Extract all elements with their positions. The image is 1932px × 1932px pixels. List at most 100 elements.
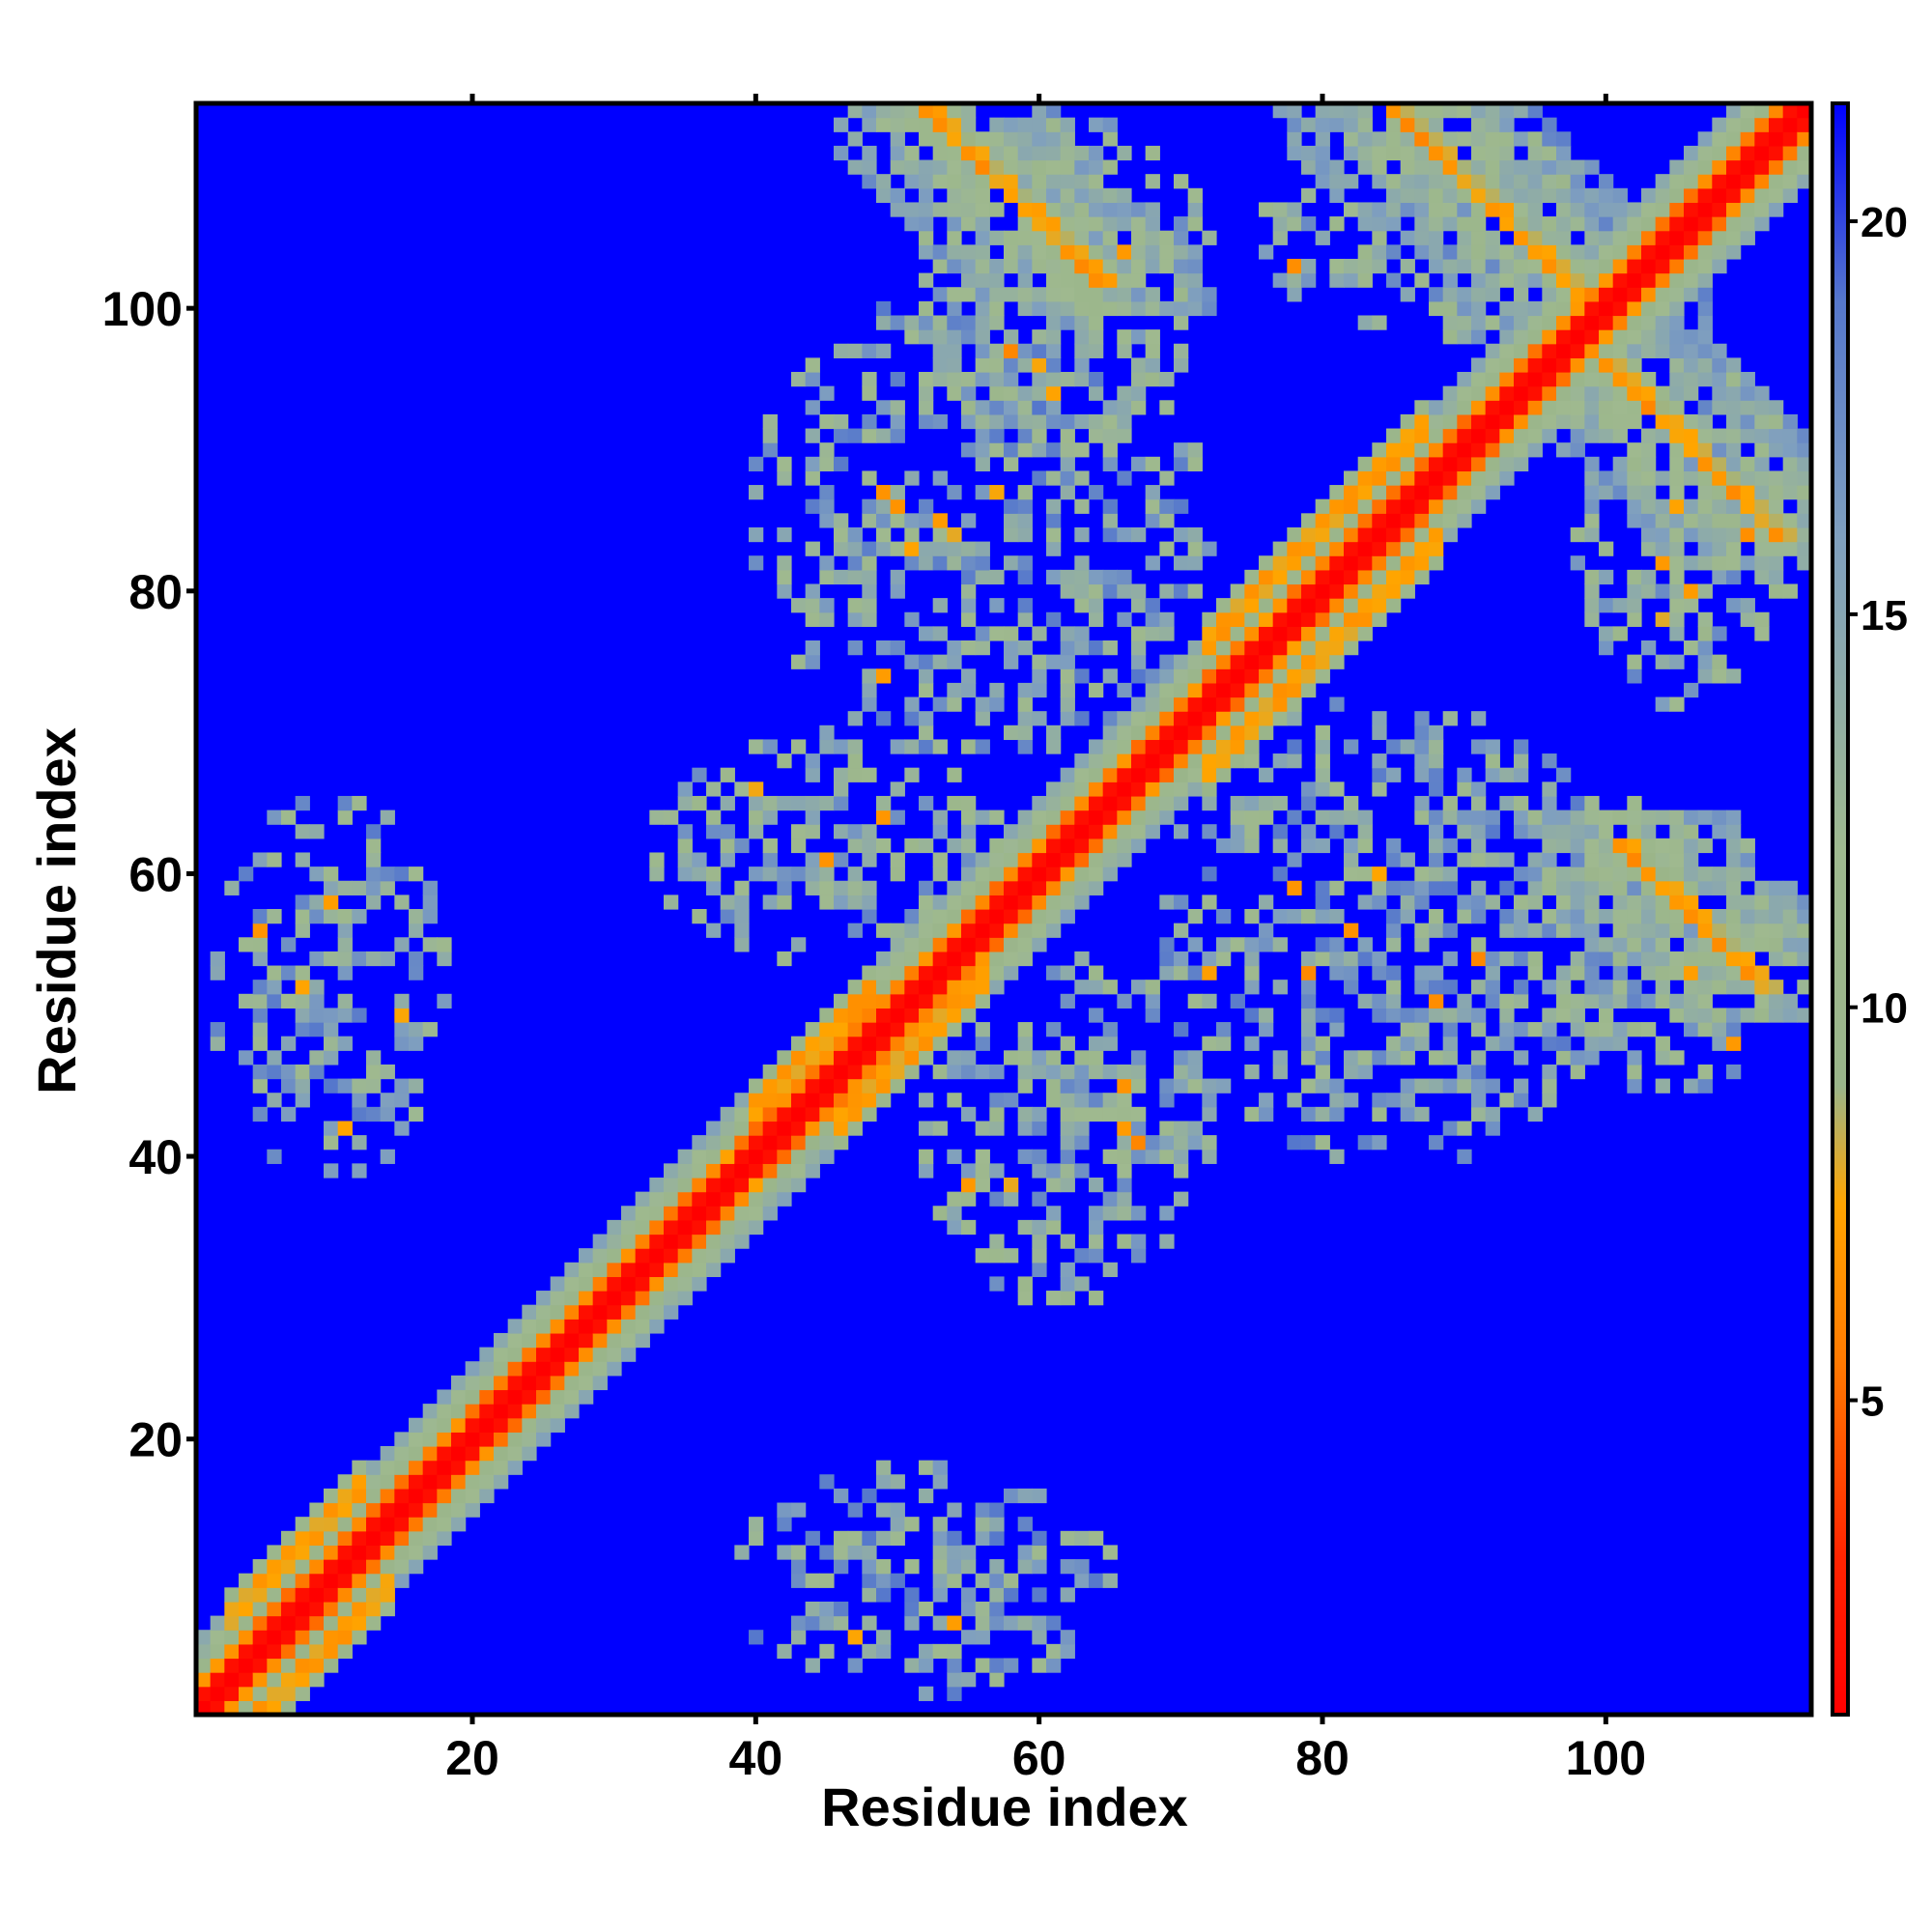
heatmap-cell — [890, 400, 905, 415]
heatmap-cell — [536, 1291, 552, 1306]
heatmap-cell — [1627, 357, 1642, 373]
heatmap-cell — [309, 1545, 325, 1560]
heatmap-cell — [1301, 781, 1317, 797]
heatmap-cell — [1655, 965, 1670, 980]
heatmap-cell — [834, 145, 849, 161]
heatmap-cell — [1627, 795, 1642, 811]
heatmap-cell — [1584, 838, 1600, 854]
heatmap-cell — [507, 1332, 523, 1349]
heatmap-cell — [947, 1191, 962, 1207]
heatmap-cell — [1655, 272, 1670, 288]
heatmap-cell — [1726, 895, 1742, 910]
heatmap-cell — [1599, 598, 1614, 613]
heatmap-cell — [451, 1502, 467, 1518]
heatmap-cell — [791, 1106, 807, 1122]
heatmap-cell — [380, 867, 395, 882]
heatmap-cell — [1017, 131, 1033, 147]
heatmap-cell — [1442, 145, 1458, 161]
heatmap-cell — [1655, 315, 1670, 330]
heatmap-cell — [337, 1615, 353, 1631]
heatmap-cell — [1117, 824, 1132, 839]
heatmap-cell — [1301, 626, 1317, 641]
heatmap-cell — [366, 1106, 382, 1122]
heatmap-cell — [932, 117, 948, 132]
heatmap-cell — [1017, 1276, 1033, 1292]
heatmap-cell — [1159, 230, 1175, 245]
heatmap-cell — [1046, 824, 1062, 839]
heatmap-cell — [989, 385, 1005, 401]
heatmap-cell — [1712, 442, 1727, 458]
heatmap-cell — [1570, 824, 1585, 839]
heatmap-cell — [1344, 838, 1359, 854]
heatmap-cell — [1046, 1078, 1062, 1094]
heatmap-cell — [1442, 187, 1458, 204]
heatmap-cell — [1527, 413, 1543, 430]
heatmap-cell — [947, 1573, 962, 1588]
heatmap-cell — [592, 1248, 608, 1264]
heatmap-cell — [762, 739, 778, 754]
heatmap-cell — [1556, 174, 1572, 189]
heatmap-cell — [1442, 287, 1458, 302]
heatmap-cell — [1060, 216, 1075, 232]
heatmap-cell — [1556, 965, 1572, 980]
heatmap-cell — [1060, 1630, 1075, 1645]
heatmap-cell — [834, 569, 849, 585]
heatmap-cell — [437, 1417, 452, 1433]
heatmap-cell — [1414, 739, 1430, 754]
heatmap-cell — [890, 1573, 905, 1588]
heatmap-cell — [479, 1347, 495, 1362]
heatmap-cell — [762, 1191, 778, 1207]
heatmap-cell — [1485, 442, 1500, 458]
heatmap-cell — [1244, 795, 1260, 811]
heatmap-cell — [1202, 1149, 1217, 1164]
heatmap-cell — [1259, 611, 1274, 627]
heatmap-cell — [819, 1149, 835, 1164]
heatmap-cell — [1684, 428, 1699, 443]
heatmap-cell — [1004, 244, 1019, 260]
heatmap-cell — [607, 1234, 622, 1249]
heatmap-cell — [1187, 668, 1203, 684]
heatmap-cell — [664, 1234, 679, 1249]
heatmap-cell — [1060, 993, 1075, 1009]
heatmap-cell — [1159, 724, 1175, 741]
heatmap-cell — [621, 1234, 637, 1249]
heatmap-cell — [1202, 739, 1217, 754]
heatmap-cell — [1570, 810, 1585, 825]
heatmap-cell — [1117, 781, 1132, 797]
heatmap-cell — [1145, 230, 1160, 245]
heatmap-cell — [961, 1601, 977, 1617]
heatmap-cell — [1627, 810, 1642, 825]
heatmap-cell — [1527, 385, 1543, 401]
heatmap-cell — [819, 513, 835, 528]
heatmap-cell — [1429, 867, 1444, 882]
heatmap-cell — [1457, 1121, 1472, 1136]
heatmap-cell — [1032, 923, 1047, 938]
heatmap-cell — [1612, 343, 1628, 358]
heatmap-cell — [1272, 682, 1288, 698]
heatmap-cell — [777, 753, 792, 769]
heatmap-cell — [1726, 216, 1742, 232]
heatmap-cell — [1174, 795, 1189, 811]
heatmap-cell — [1060, 810, 1075, 825]
heatmap-cell — [1442, 838, 1458, 854]
heatmap-cell — [664, 1163, 679, 1179]
heatmap-cell — [1499, 145, 1515, 161]
heatmap-cell — [1187, 272, 1203, 288]
heatmap-cell — [649, 810, 665, 825]
heatmap-cell — [1697, 159, 1713, 175]
heatmap-cell — [1159, 1121, 1175, 1136]
heatmap-cell — [834, 795, 849, 811]
heatmap-cell — [904, 767, 920, 782]
heatmap-cell — [1726, 569, 1742, 585]
heatmap-cell — [1769, 498, 1784, 514]
heatmap-cell — [734, 781, 750, 797]
heatmap-cell — [1769, 413, 1784, 430]
heatmap-cell — [734, 1178, 750, 1193]
heatmap-cell — [1032, 824, 1047, 839]
heatmap-cell — [1145, 498, 1160, 514]
heatmap-cell — [862, 498, 877, 514]
heatmap-cell — [592, 1319, 608, 1334]
heatmap-cell — [1074, 1276, 1090, 1292]
heatmap-cell — [1570, 1064, 1585, 1080]
heatmap-cell — [919, 1686, 934, 1701]
